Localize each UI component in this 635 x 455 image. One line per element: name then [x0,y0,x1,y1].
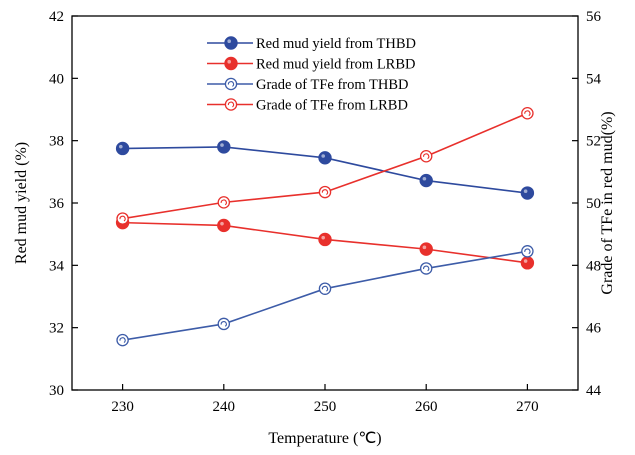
data-point-s1-3 [419,242,433,256]
x-axis-title: Temperature (℃) [268,430,381,447]
x-tick-label: 230 [111,399,134,415]
data-point-s0-4 [520,186,535,200]
x-tick-label: 250 [314,399,337,415]
series-line-3 [122,112,528,220]
right-tick-label: 56 [586,9,602,25]
data-point-s3-1 [217,196,231,209]
data-point-s3-2 [318,185,332,199]
legend-label-2: Grade of TFe from THBD [256,77,409,93]
data-point-s1-2 [318,232,332,247]
legend-label-3: Grade of TFe from LRBD [256,98,408,114]
data-point-s3-0 [116,212,129,225]
right-tick-label: 44 [586,383,602,399]
data-point-s0-1 [217,140,231,154]
data-point-s0-2 [318,151,332,165]
left-axis-title: Red mud yield (%) [13,142,30,264]
legend-marker-2 [224,77,238,91]
right-tick-label: 52 [586,134,601,150]
legend-label-1: Red mud yield from LRBD [256,57,416,73]
legend: Red mud yield from THBD Red mud yield fro… [207,36,416,114]
legend-marker-0 [224,36,238,50]
x-tick-label: 240 [213,399,236,415]
left-tick-label: 40 [49,71,64,87]
right-tick-label: 46 [586,321,602,337]
data-point-s3-3 [419,149,433,163]
data-point-s2-0 [116,333,129,347]
data-point-s1-1 [217,218,231,233]
right-tick-label: 50 [586,196,601,212]
left-tick-label: 32 [49,321,64,337]
legend-marker-3 [224,98,238,111]
legend-marker-1 [224,56,238,71]
left-tick-label: 38 [49,134,64,150]
series-line-2 [122,250,528,341]
data-point-s1-4 [520,256,535,270]
x-tick-label: 260 [415,399,438,415]
data-point-s3-4 [521,106,534,120]
data-point-s2-2 [318,282,332,295]
data-point-s0-3 [419,173,433,188]
x-tick-label: 270 [516,399,539,415]
right-axis-title: Grade of TFe in red mud(%) [599,111,616,294]
data-point-s2-3 [419,262,433,275]
data-point-s2-4 [521,245,534,258]
series-group [115,106,535,347]
left-tick-label: 36 [49,196,65,212]
left-tick-label: 30 [49,383,64,399]
left-tick-label: 34 [49,258,65,274]
data-point-s0-0 [115,141,130,156]
axis-ticks: 230 240 250 260 270 30 32 34 36 38 40 42 44 46 48 50 52 5… [49,9,602,415]
right-tick-label: 48 [586,258,601,274]
right-tick-label: 54 [586,71,602,87]
legend-label-0: Red mud yield from THBD [256,36,416,52]
left-tick-label: 42 [49,9,64,25]
data-point-s2-1 [217,317,231,331]
